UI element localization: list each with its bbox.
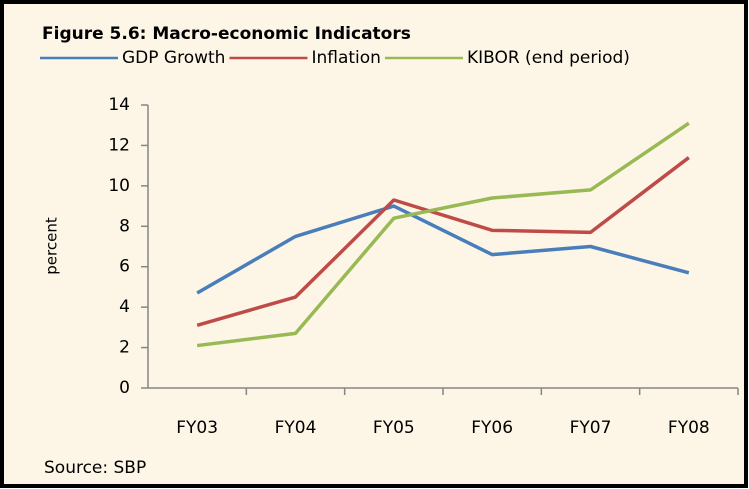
x-tick-label: FY04 — [275, 418, 317, 438]
legend-label: GDP Growth — [122, 48, 225, 68]
y-tick-label: 4 — [119, 297, 130, 317]
x-tick-label: FY08 — [668, 418, 710, 438]
data-line — [196, 121, 690, 348]
x-tick-label: FY06 — [471, 418, 513, 438]
legend-label: Inflation — [311, 48, 380, 68]
data-line — [196, 156, 690, 328]
y-tick-label: 8 — [119, 216, 130, 236]
x-tick-label: FY03 — [176, 418, 218, 438]
source-note: Source: SBP — [44, 458, 146, 478]
y-tick-label: 12 — [108, 135, 130, 155]
y-tick-label: 14 — [108, 95, 130, 115]
data-line — [196, 204, 690, 295]
y-axis-label: percent — [43, 217, 61, 275]
y-tick-label: 0 — [119, 378, 130, 398]
x-tick-label: FY07 — [570, 418, 612, 438]
y-tick-label: 2 — [119, 338, 130, 358]
y-tick-label: 10 — [108, 176, 130, 196]
x-tick-label: FY05 — [373, 418, 415, 438]
legend-label: KIBOR (end period) — [467, 48, 630, 68]
chart-title: Figure 5.6: Macro-economic Indicators — [42, 24, 411, 44]
y-tick-label: 6 — [119, 257, 130, 277]
